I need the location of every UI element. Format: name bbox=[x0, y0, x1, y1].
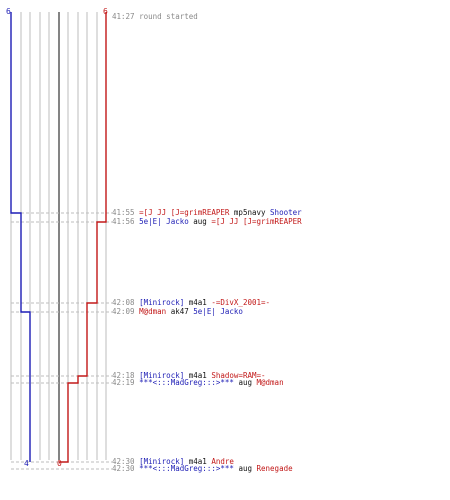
victim-name: Shadow=RAM=- bbox=[211, 371, 266, 380]
kill-event: 42:30 ***<:::MadGreg:::>*** aug Renegade bbox=[112, 464, 293, 473]
victim-name: M@dman bbox=[256, 378, 284, 387]
weapon-name: m4a1 bbox=[188, 371, 207, 380]
killer-name: [Minirock] bbox=[139, 457, 185, 466]
blue-team-alive-line bbox=[10, 12, 31, 462]
killer-name: =[J JJ [J=grimREAPER bbox=[139, 208, 230, 217]
event-message: round started bbox=[139, 12, 198, 21]
blue-end-score: 4 bbox=[24, 459, 29, 468]
kill-event: 42:09 M@dman ak47 5e|E| Jacko bbox=[112, 307, 243, 316]
victim-name: 5e|E| Jacko bbox=[193, 307, 243, 316]
weapon-name: m4a1 bbox=[188, 457, 207, 466]
weapon-name: aug bbox=[238, 464, 252, 473]
grid-lines bbox=[10, 12, 107, 460]
weapon-name: mp5navy bbox=[233, 208, 266, 217]
killer-name: ***<:::MadGreg:::>*** bbox=[139, 378, 234, 387]
weapon-name: m4a1 bbox=[188, 298, 207, 307]
victim-name: =[J JJ [J=grimREAPER bbox=[211, 217, 302, 226]
event-time: 42:30 bbox=[112, 457, 135, 466]
weapon-name: aug bbox=[238, 378, 252, 387]
killer-name: [Minirock] bbox=[139, 298, 185, 307]
kill-event: 42:30 [Minirock] m4a1 Andre bbox=[112, 457, 234, 466]
victim-name: Shooter bbox=[270, 208, 302, 217]
killer-name: 5e|E| Jacko bbox=[139, 217, 189, 226]
kill-event: 42:18 [Minirock] m4a1 Shadow=RAM=- bbox=[112, 371, 266, 380]
killer-name: ***<:::MadGreg:::>*** bbox=[139, 464, 234, 473]
event-time: 42:30 bbox=[112, 464, 135, 473]
event-time: 41:56 bbox=[112, 217, 135, 226]
event-time: 42:18 bbox=[112, 371, 135, 380]
killer-name: [Minirock] bbox=[139, 371, 185, 380]
victim-name: -=DivX_2001=- bbox=[211, 298, 271, 307]
victim-name: Renegade bbox=[256, 464, 293, 473]
blue-start-score: 6 bbox=[6, 7, 11, 16]
event-time: 42:09 bbox=[112, 307, 135, 316]
kill-event: 41:55 =[J JJ [J=grimREAPER mp5navy Shoot… bbox=[112, 208, 302, 217]
event-time: 42:19 bbox=[112, 378, 135, 387]
weapon-name: ak47 bbox=[170, 307, 189, 316]
event-time: 41:27 bbox=[112, 12, 135, 21]
killer-name: M@dman bbox=[139, 307, 167, 316]
red-team-alive-line bbox=[59, 12, 107, 463]
event-time: 41:55 bbox=[112, 208, 135, 217]
kill-event: 41:56 5e|E| Jacko aug =[J JJ [J=grimREAP… bbox=[112, 217, 302, 226]
event-time: 42:08 bbox=[112, 298, 135, 307]
red-start-score: 6 bbox=[103, 7, 108, 16]
kill-event: 42:08 [Minirock] m4a1 -=DivX_2001=- bbox=[112, 298, 270, 307]
weapon-name: aug bbox=[193, 217, 207, 226]
victim-name: Andre bbox=[211, 457, 234, 466]
kill-event: 42:19 ***<:::MadGreg:::>*** aug M@dman bbox=[112, 378, 284, 387]
red-end-score: 0 bbox=[57, 459, 62, 468]
round-start-event: 41:27 round started bbox=[112, 12, 198, 21]
